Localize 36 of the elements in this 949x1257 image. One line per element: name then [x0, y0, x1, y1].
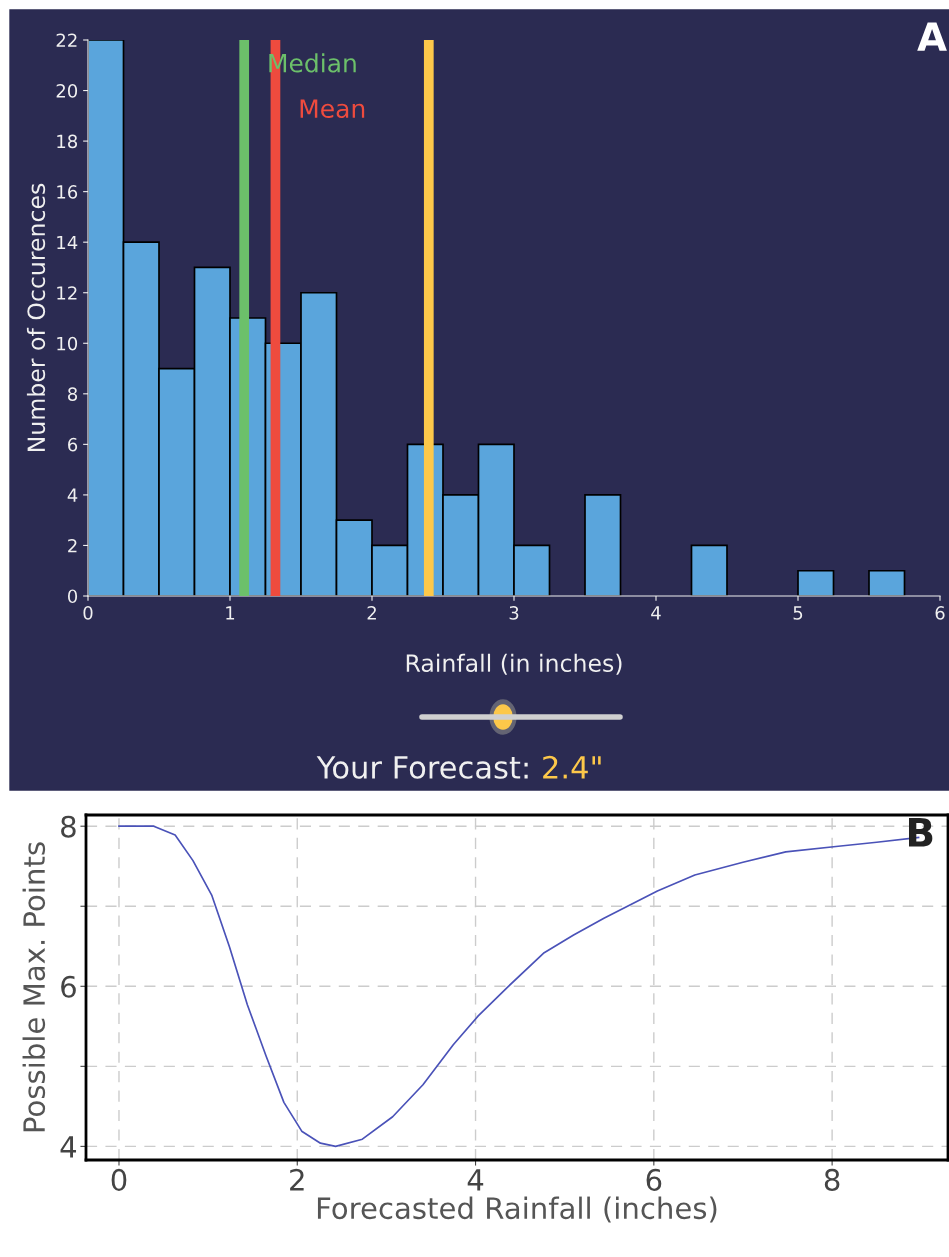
- y-tick-label: 8: [68, 387, 78, 401]
- x-tick-label: 4: [467, 1169, 484, 1191]
- y-tick-label: 6: [68, 437, 78, 452]
- x-tick-label: 3: [509, 606, 519, 620]
- x-tick-label: 4: [651, 606, 661, 620]
- y-tick-label: 2: [68, 538, 77, 553]
- y-tick-label: 8: [61, 815, 76, 838]
- x-tick-label: 0: [83, 606, 93, 620]
- text: 2.4": [543, 755, 601, 779]
- y-axis-title: Number of Occurences: [26, 183, 46, 451]
- annotation: B: [909, 818, 933, 847]
- y-tick-label: 10: [57, 336, 78, 351]
- y-tick-label: 20: [56, 84, 78, 98]
- x-tick-label: 0: [111, 1168, 127, 1191]
- annotation: A: [917, 22, 947, 51]
- y-tick-label: 12: [57, 286, 77, 300]
- y-tick-label: 4: [67, 488, 78, 502]
- y-tick-label: 22: [56, 33, 77, 47]
- x-tick-label: 6: [935, 606, 945, 620]
- y-tick-label: 6: [61, 975, 76, 998]
- x-axis-title: Rainfall (in inches): [406, 653, 622, 675]
- x-tick-label: 2: [290, 1168, 304, 1191]
- y-tick-label: 14: [57, 235, 78, 250]
- text: Your Forecast:: [316, 756, 528, 779]
- x-tick-label: 1: [226, 606, 235, 620]
- x-tick-label: 6: [646, 1168, 662, 1191]
- ref-line-label: Mean: [300, 99, 365, 119]
- y-axis-title: Possible Max. Points: [22, 842, 46, 1132]
- x-tick-label: 5: [793, 606, 803, 620]
- y-tick-label: 18: [57, 134, 78, 149]
- x-axis-title: Forecasted Rainfall (inches): [317, 1196, 717, 1223]
- x-tick-label: 8: [824, 1168, 840, 1191]
- y-tick-label: 4: [60, 1136, 77, 1158]
- y-tick-label: 16: [57, 185, 78, 199]
- x-tick-label: 2: [367, 606, 376, 620]
- y-tick-label: 0: [67, 589, 78, 604]
